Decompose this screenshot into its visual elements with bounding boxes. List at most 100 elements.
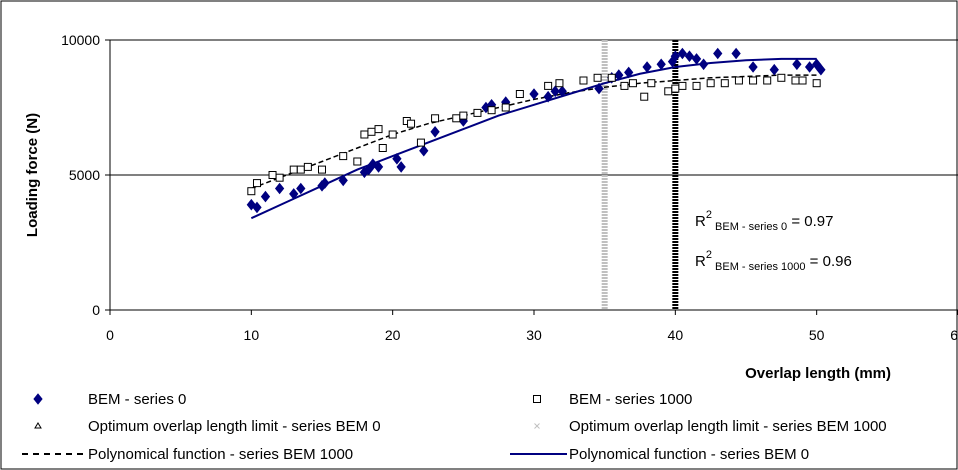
x-tick-label: 60 [950, 327, 958, 343]
y-tick-label: 10000 [61, 32, 100, 48]
r-base: R [695, 253, 706, 270]
point-bem-0 [550, 85, 560, 98]
point-bem-1000 [388, 130, 397, 139]
gridlines [110, 39, 958, 176]
point-bem-1000 [749, 76, 758, 85]
point-bem-0 [260, 190, 271, 203]
point-bem-0 [296, 182, 306, 195]
point-bem-1000 [367, 127, 376, 136]
point-bem-0 [289, 188, 299, 200]
point-bem-1000 [303, 162, 312, 171]
point-bem-1000 [692, 81, 701, 90]
point-bem-0 [731, 47, 741, 60]
legend-marker [33, 393, 43, 405]
r-sup: 2 [706, 249, 712, 261]
r-sub: BEM - series 0 [712, 221, 787, 233]
point-bem-1000 [374, 125, 383, 134]
point-bem-0 [792, 58, 802, 71]
legend-item: Optimum overlap length limit - series BE… [34, 418, 381, 435]
point-bem-0 [642, 61, 652, 73]
legend-marker [533, 395, 541, 403]
legend-label: Polynomical function - series BEM 1000 [88, 446, 353, 463]
point-bem-0 [748, 61, 758, 73]
point-bem-1000 [473, 108, 482, 117]
point-bem-0 [419, 144, 429, 157]
point-bem-1000 [289, 165, 298, 174]
legend-label: Optimum overlap length limit - series BE… [88, 418, 381, 435]
point-bem-0 [338, 174, 348, 187]
x-tick-label: 20 [385, 327, 401, 343]
legend-marker [534, 423, 540, 429]
point-bem-0 [656, 58, 666, 71]
point-bem-1000 [252, 179, 261, 188]
cross-stroke [534, 423, 540, 429]
point-bem-1000 [720, 79, 729, 88]
point-bem-1000 [268, 171, 277, 179]
axes: 0 5000 10000 0 10 20 30 40 50 60 [61, 32, 958, 343]
point-bem-1000 [318, 165, 326, 174]
point-bem-1000 [515, 90, 524, 98]
legend-item: Polynomical function - series BEM 0 [510, 446, 809, 463]
point-bem-0 [713, 47, 723, 60]
point-bem-1000 [544, 81, 553, 90]
legend-marker [34, 422, 42, 429]
legend-item: BEM - series 1000 [533, 391, 692, 408]
point-bem-0 [396, 161, 406, 173]
point-bem-1000 [353, 157, 362, 166]
point-bem-1000 [407, 119, 416, 128]
x-tick-label: 50 [809, 327, 825, 343]
r-squared-text: R2 BEM - series 1000 = 0.96 [695, 249, 852, 273]
point-bem-1000 [734, 76, 743, 85]
point-bem-0 [677, 47, 688, 60]
legend-label: Polynomical function - series BEM 0 [569, 446, 809, 463]
point-bem-0 [392, 152, 402, 165]
point-bem-1000 [593, 73, 602, 82]
r-sub: BEM - series 1000 [712, 261, 806, 273]
x-tick-label: 0 [106, 327, 114, 343]
y-axis-label: Loading force (N) [24, 113, 41, 237]
point-bem-1000 [777, 73, 786, 82]
x-axis-label: Overlap length (mm) [745, 365, 891, 382]
point-bem-1000 [671, 84, 680, 93]
point-bem-1000 [431, 114, 440, 123]
point-bem-0 [430, 125, 440, 138]
point-bem-0 [804, 61, 815, 73]
point-bem-1000 [706, 79, 715, 88]
point-bem-1000 [628, 79, 637, 88]
point-bem-1000 [763, 76, 772, 85]
point-bem-0 [373, 161, 384, 173]
r-value: = 0.96 [806, 253, 852, 270]
legend-label: Optimum overlap length limit - series BE… [569, 418, 887, 435]
data-points [246, 47, 826, 214]
point-bem-0 [691, 53, 702, 65]
legend: BEM - series 0 BEM - series 1000 Optimum o… [22, 391, 887, 463]
x-tick-label: 10 [244, 327, 260, 343]
legend-label: BEM - series 1000 [569, 391, 692, 408]
point-bem-1000 [360, 130, 369, 139]
point-bem-1000 [459, 111, 468, 120]
r-sup: 2 [706, 209, 712, 221]
point-bem-1000 [812, 79, 821, 88]
point-bem-0 [557, 85, 567, 98]
x-tick-label: 40 [668, 327, 684, 343]
point-bem-0 [594, 82, 604, 95]
legend-item: Polynomical function - series BEM 1000 [22, 446, 353, 463]
point-bem-1000 [416, 138, 425, 147]
legend-item: BEM - series 0 [33, 391, 186, 408]
legend-label: BEM - series 0 [88, 391, 186, 408]
point-bem-1000 [640, 92, 649, 101]
point-bem-0 [252, 201, 262, 214]
point-bem-0 [816, 63, 826, 76]
point-bem-1000 [275, 173, 284, 182]
point-bem-0 [320, 177, 330, 189]
point-bem-0 [698, 58, 709, 71]
point-bem-1000 [247, 187, 256, 196]
point-bem-1000 [798, 76, 807, 85]
point-bem-0 [684, 50, 695, 63]
point-bem-0 [543, 90, 553, 103]
point-bem-1000 [452, 114, 461, 123]
point-bem-1000 [378, 144, 387, 152]
x-tick-label: 30 [526, 327, 542, 343]
